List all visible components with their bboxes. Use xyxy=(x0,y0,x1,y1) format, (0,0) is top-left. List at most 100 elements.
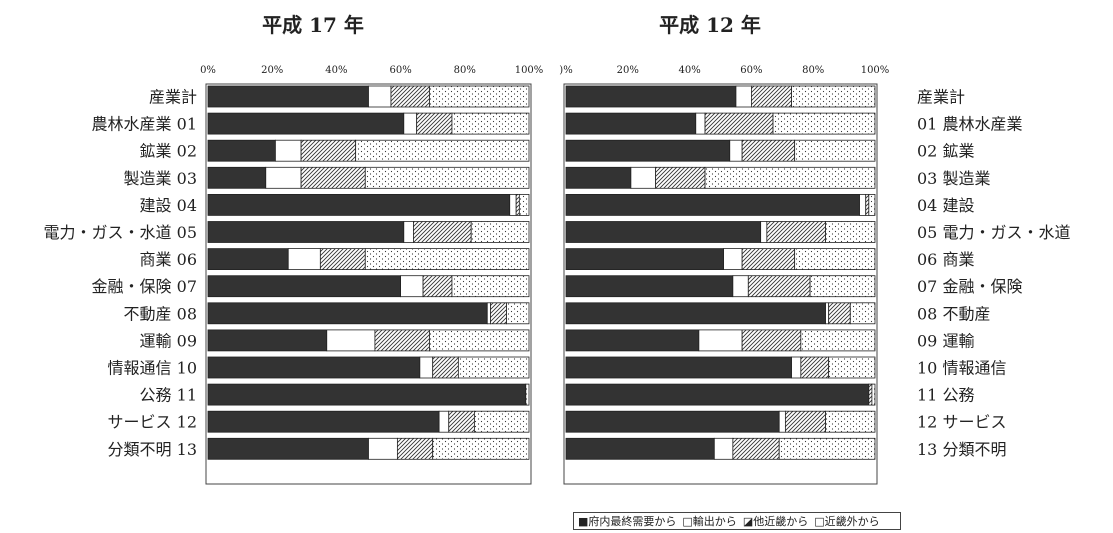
legend: ■府内最終需要から □輸出から ◪他近畿から □近畿外から xyxy=(573,512,901,530)
bar-segment-近畿外から xyxy=(525,383,530,406)
bar-segment-他近畿から xyxy=(766,221,826,243)
bar-segment-輸出から xyxy=(698,329,743,352)
category-label: 13 分類不明 xyxy=(917,440,1006,459)
bar-segment-府内最終需要から xyxy=(565,85,737,108)
bar-segment-他近畿から xyxy=(865,193,870,216)
category-label: 電力・ガス・水道 05 xyxy=(44,223,197,242)
bar-segment-府内最終需要から xyxy=(207,166,267,189)
category-label: 製造業 03 xyxy=(124,169,197,188)
category-label: 公務 11 xyxy=(140,386,197,405)
bar-segment-他近畿から xyxy=(741,248,796,271)
bar-segment-府内最終需要から xyxy=(207,383,527,406)
legend-label: □輸出から xyxy=(682,515,737,528)
bar-segment-輸出から xyxy=(403,112,418,135)
bar-segment-近畿外から xyxy=(791,85,876,108)
bar-segment-府内最終需要から xyxy=(207,112,405,135)
bar-segment-他近畿から xyxy=(432,356,459,379)
category-label: 農林水産業 01 xyxy=(92,115,197,134)
bar-segment-近畿外から xyxy=(506,302,530,325)
bar-segment-他近畿から xyxy=(741,139,796,162)
x-tick-label: 0% xyxy=(200,65,216,76)
bar-segment-近畿外から xyxy=(518,193,530,216)
category-label: 04 建設 xyxy=(917,196,974,215)
chart-panel-right: )% 20% 40% 60% 80% 100% 産業計 01 農林水産業 02 鉱業 03 製造業… xyxy=(559,65,1070,485)
chart-title-left: 平成 17 年 xyxy=(262,13,364,37)
bar-segment-府内最終需要から xyxy=(207,248,289,271)
bar-segment-輸出から xyxy=(713,437,734,460)
bar-segment-近畿外から xyxy=(451,275,530,298)
bar-segment-他近畿から xyxy=(374,329,430,352)
bar-segment-府内最終需要から xyxy=(207,329,328,352)
bar-segment-他近畿から xyxy=(741,329,802,352)
bar-segment-近畿外から xyxy=(868,193,876,216)
bar-segment-近畿外から xyxy=(825,221,876,243)
bar-segment-近畿外から xyxy=(474,410,530,433)
category-label: 05 電力・ガス・水道 xyxy=(917,223,1070,242)
bar-segment-他近畿から xyxy=(416,112,453,135)
category-label: 商業 06 xyxy=(140,250,197,269)
bar-segment-輸出から xyxy=(326,329,376,352)
bar-segment-輸出から xyxy=(825,302,830,325)
bar-segment-府内最終需要から xyxy=(565,356,792,379)
category-label: 12 サービス xyxy=(917,413,1006,432)
bar-segment-府内最終需要から xyxy=(207,356,421,379)
x-tick-label: 80% xyxy=(802,65,824,76)
bar-segment-府内最終需要から xyxy=(565,221,762,243)
bar-segment-府内最終需要から xyxy=(207,139,276,162)
bar-segment-近畿外から xyxy=(809,275,876,298)
bar-segment-他近畿から xyxy=(655,166,706,189)
bar-segment-輸出から xyxy=(368,437,398,460)
bar-segment-輸出から xyxy=(732,275,749,298)
bar-segment-輸出から xyxy=(729,139,743,162)
bar-segment-府内最終需要から xyxy=(565,193,860,216)
bar-segment-他近畿から xyxy=(490,302,507,325)
bar-segment-府内最終需要から xyxy=(207,302,488,325)
bar-segment-近畿外から xyxy=(794,248,876,271)
category-label: 07 金融・保険 xyxy=(917,277,1022,296)
bar-segment-他近畿から xyxy=(828,302,851,325)
category-label: 分類不明 13 xyxy=(108,440,197,459)
legend-label: □近畿外から xyxy=(814,515,880,528)
category-label: 産業計 xyxy=(917,88,965,107)
category-label: 情報通信 10 xyxy=(108,359,197,378)
bar-segment-輸出から xyxy=(419,356,434,379)
x-tick-label: 20% xyxy=(261,65,283,76)
bar-segment-近畿外から xyxy=(429,329,530,352)
bar-segment-府内最終需要から xyxy=(565,139,731,162)
bar-segment-他近畿から xyxy=(751,85,792,108)
bar-segment-他近畿から xyxy=(396,437,434,460)
bar-segment-輸出から xyxy=(509,193,517,216)
bar-segment-近畿外から xyxy=(772,112,876,135)
bar-segment-府内最終需要から xyxy=(565,302,826,325)
bar-segment-府内最終需要から xyxy=(565,410,780,433)
bar-segment-輸出から xyxy=(403,221,414,243)
x-tick-label: 40% xyxy=(678,65,700,76)
bar-segment-輸出から xyxy=(630,166,657,189)
bar-segment-輸出から xyxy=(735,85,752,108)
bar-segment-輸出から xyxy=(859,193,867,216)
category-label: 06 商業 xyxy=(917,250,974,269)
bar-segment-輸出から xyxy=(486,302,491,325)
bar-segment-他近畿から xyxy=(390,85,430,108)
category-label: 金融・保険 07 xyxy=(92,277,197,296)
category-label: 11 公務 xyxy=(917,386,974,405)
bar-segment-他近畿から xyxy=(747,275,811,298)
bar-segment-他近畿から xyxy=(422,275,453,298)
bar-segment-府内最終需要から xyxy=(565,166,632,189)
plot-frame xyxy=(205,83,532,485)
bar-segment-近畿外から xyxy=(432,437,530,460)
bar-segment-輸出から xyxy=(723,248,743,271)
bar-segment-他近畿から xyxy=(868,383,873,406)
category-label: 産業計 xyxy=(149,88,197,107)
bar-segment-他近畿から xyxy=(800,356,830,379)
bar-segment-府内最終需要から xyxy=(565,275,734,298)
legend-item-近畿外から: □近畿外から xyxy=(814,513,879,529)
bar-segment-府内最終需要から xyxy=(565,248,724,271)
category-label: 03 製造業 xyxy=(917,169,990,188)
x-tick-label: 40% xyxy=(325,65,347,76)
category-label: 建設 04 xyxy=(140,196,197,215)
legend-label: ◪他近畿から xyxy=(742,515,809,528)
legend-label: ■府内最終需要から xyxy=(578,515,677,528)
